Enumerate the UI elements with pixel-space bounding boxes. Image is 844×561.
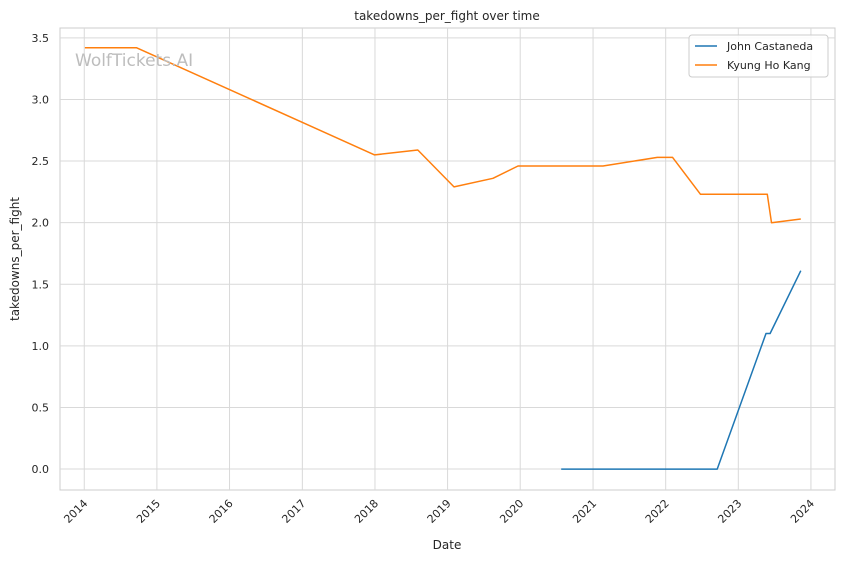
legend-label: Kyung Ho Kang [727,59,811,72]
y-tick-label: 3.0 [32,93,50,106]
y-tick-label: 0.0 [32,463,50,476]
y-tick-label: 2.0 [32,217,50,230]
watermark-text: WolfTickets.AI [75,51,193,71]
x-tick-label: 2014 [61,497,90,526]
x-axis-ticks: 2014 2015 2016 2017 2018 2019 2020 2021 2022 2023… [61,497,817,526]
x-tick-label: 2015 [134,497,163,526]
x-tick-label: 2020 [497,497,526,526]
x-tick-label: 2017 [279,497,308,526]
y-axis-ticks: 0.0 0.5 1.0 1.5 2.0 2.5 3.0 3.5 [32,32,50,476]
series-line-0 [561,270,802,470]
grid-lines [60,28,835,490]
x-tick-label: 2016 [207,497,236,526]
y-tick-label: 3.5 [32,32,50,45]
y-tick-label: 0.5 [32,401,50,414]
y-axis-label: takedowns_per_fight [8,197,22,321]
x-tick-label: 2023 [715,497,744,526]
y-tick-label: 1.0 [32,340,50,353]
y-tick-label: 2.5 [32,155,50,168]
series-lines [84,46,802,470]
series-line-1 [84,46,801,224]
legend-label: John Castaneda [726,40,813,53]
x-axis-label: Date [433,538,462,552]
x-tick-label: 2021 [570,497,599,526]
legend-box [688,34,829,78]
x-tick-label: 2019 [425,497,454,526]
x-tick-label: 2024 [788,497,817,526]
x-tick-label: 2018 [352,497,381,526]
legend: John Castaneda Kyung Ho Kang [688,34,829,78]
x-tick-label: 2022 [643,497,672,526]
chart-title: takedowns_per_fight over time [354,9,540,23]
y-tick-label: 1.5 [32,278,50,291]
